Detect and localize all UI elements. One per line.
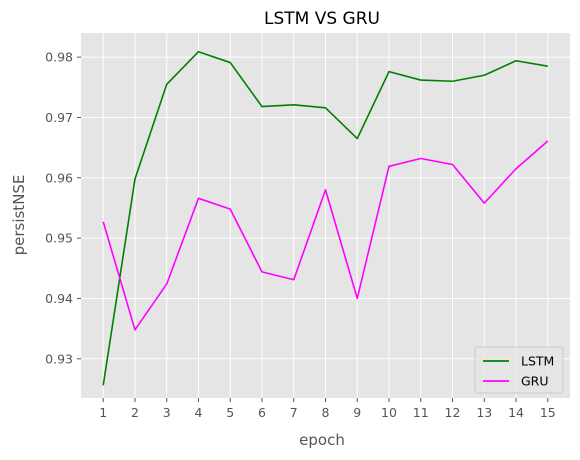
x-tick-label: 14 xyxy=(508,405,524,420)
x-tick-label: 2 xyxy=(131,405,139,420)
y-tick-label: 0.94 xyxy=(45,291,73,306)
y-axis-ticks: 0.93 0.94 0.95 0.96 0.97 0.98 xyxy=(45,50,81,366)
x-tick-label: 8 xyxy=(322,405,330,420)
y-tick-label: 0.96 xyxy=(45,170,73,185)
x-tick-label: 9 xyxy=(353,405,361,420)
x-tick-label: 10 xyxy=(381,405,397,420)
x-tick-label: 13 xyxy=(476,405,492,420)
grid-lines xyxy=(81,33,570,398)
x-axis-label: epoch xyxy=(299,431,345,449)
series-line-lstm xyxy=(102,50,548,386)
y-tick-label: 0.97 xyxy=(45,110,73,125)
x-axis-ticks: 1 2 3 4 5 6 7 8 9 10 11 12 13 14 15 xyxy=(99,398,556,420)
y-axis-label: persistNSE xyxy=(10,175,28,256)
legend-label-lstm: LSTM xyxy=(521,354,554,369)
series-line-gru xyxy=(102,140,549,331)
y-tick-label: 0.98 xyxy=(45,50,73,65)
x-tick-label: 11 xyxy=(413,405,429,420)
x-tick-label: 12 xyxy=(445,405,461,420)
y-tick-label: 0.93 xyxy=(45,351,73,366)
legend-label-gru: GRU xyxy=(521,374,549,389)
legend: LSTM GRU xyxy=(474,346,564,394)
x-tick-label: 7 xyxy=(290,405,298,420)
x-tick-label: 6 xyxy=(258,405,266,420)
y-tick-label: 0.95 xyxy=(45,231,73,246)
x-tick-label: 4 xyxy=(195,405,203,420)
x-tick-label: 1 xyxy=(99,405,107,420)
x-tick-label: 15 xyxy=(540,405,556,420)
chart-title: LSTM VS GRU xyxy=(264,9,380,29)
x-tick-label: 3 xyxy=(163,405,171,420)
x-tick-label: 5 xyxy=(226,405,234,420)
series-layer xyxy=(102,50,549,386)
